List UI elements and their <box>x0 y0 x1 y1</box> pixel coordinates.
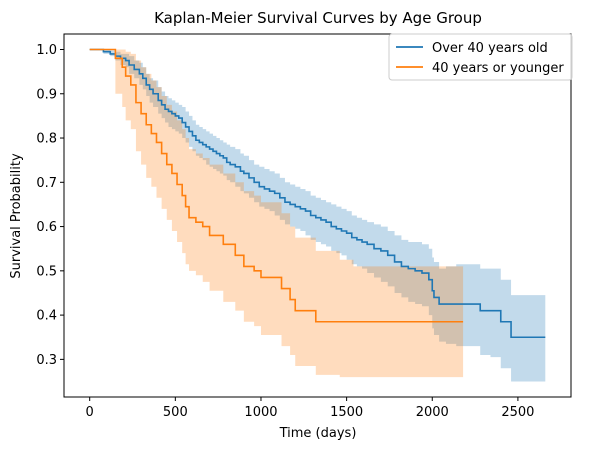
confidence-bands <box>89 49 546 382</box>
legend: Over 40 years old 40 years or younger <box>388 33 573 81</box>
x-tick-label: 1000 <box>244 405 277 420</box>
y-tick-label: 0.3 <box>36 353 57 368</box>
x-axis-label: Time (days) <box>279 426 357 441</box>
y-tick-label: 0.8 <box>36 132 57 147</box>
x-tick-label: 500 <box>163 405 188 420</box>
y-tick-label: 0.4 <box>36 309 57 324</box>
x-tick-label: 0 <box>86 405 94 420</box>
legend-label-over-40: Over 40 years old <box>432 41 548 56</box>
survival-lines <box>89 48 546 339</box>
survival-line-40-or-younger <box>89 48 464 323</box>
y-tick-label: 0.6 <box>36 220 57 235</box>
chart-title: Kaplan-Meier Survival Curves by Age Grou… <box>154 9 482 27</box>
legend-box <box>388 33 573 81</box>
x-tick-label: 2500 <box>501 405 534 420</box>
y-axis-label: Survival Probability <box>9 153 24 279</box>
y-tick-label: 1.0 <box>36 43 57 58</box>
x-axis: 0 500 1000 1500 2000 2500 <box>86 397 534 420</box>
y-axis: 0.3 0.4 0.5 0.6 0.7 0.8 0.9 1.0 <box>36 43 64 368</box>
y-tick-label: 0.7 <box>36 176 57 191</box>
plot-frame <box>63 33 572 398</box>
y-tick-label: 0.5 <box>36 264 57 279</box>
legend-label-40-or-younger: 40 years or younger <box>432 61 564 76</box>
x-tick-label: 2000 <box>416 405 449 420</box>
y-tick-label: 0.9 <box>36 87 57 102</box>
ci-band-over-40 <box>89 49 546 382</box>
survival-line-over-40 <box>89 48 546 339</box>
ci-band-40-or-younger <box>89 49 464 378</box>
x-tick-label: 1500 <box>330 405 363 420</box>
